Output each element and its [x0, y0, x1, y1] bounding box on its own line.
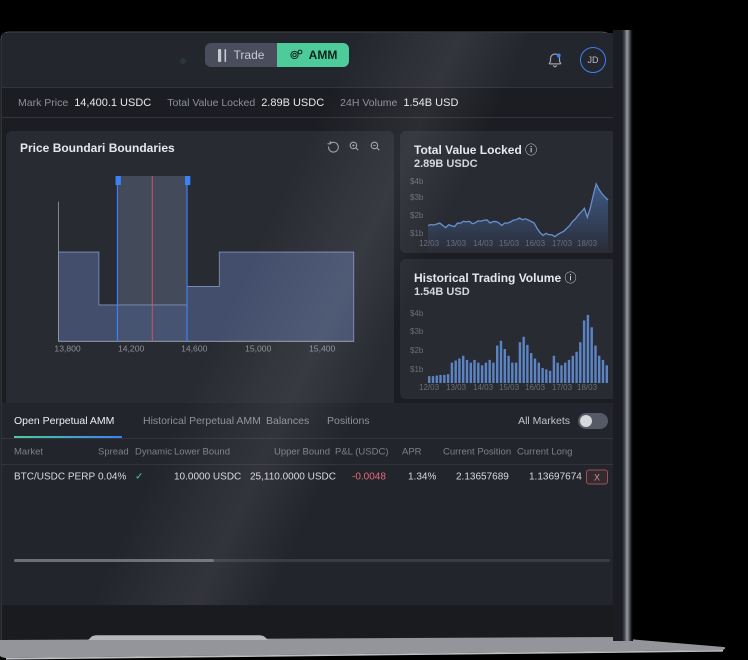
svg-text:13,800: 13,800 [54, 343, 81, 353]
svg-text:14,600: 14,600 [181, 343, 208, 353]
svg-text:14,200: 14,200 [118, 343, 145, 353]
svg-text:15,400: 15,400 [309, 343, 336, 353]
svg-text:15,000: 15,000 [245, 343, 272, 353]
